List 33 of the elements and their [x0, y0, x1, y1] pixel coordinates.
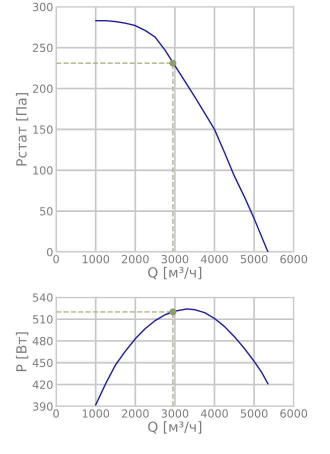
x-tick-label: 3000: [162, 409, 188, 418]
x-tick-label: 2000: [122, 254, 149, 264]
x-tick-label: 2000: [122, 409, 149, 418]
y-tick-label: 450: [32, 358, 53, 368]
x-axis-title: Q [м³/ч]: [148, 421, 202, 434]
x-tick-label: 6000: [280, 409, 308, 418]
y-tick-label: 100: [33, 166, 53, 175]
y-tick-label: 150: [33, 125, 53, 134]
y-axis-title: Рстат [Па]: [16, 93, 28, 166]
x-tick-label: 0: [53, 254, 59, 264]
x-axis-title: Q [м³/ч]: [148, 266, 202, 280]
y-tick-label: 420: [32, 380, 53, 389]
x-tick-label: 0: [53, 409, 59, 418]
y-tick-label: 0: [46, 248, 53, 256]
x-tick-label: 5000: [240, 409, 268, 418]
x-tick-label: 4000: [200, 409, 228, 418]
x-tick-label: 5000: [240, 254, 268, 264]
y-tick-label: 390: [32, 402, 53, 411]
x-tick-label: 6000: [280, 254, 308, 264]
y-tick-label: 250: [32, 44, 53, 52]
x-tick-label: 1000: [82, 254, 110, 264]
y-tick-label: 510: [32, 315, 53, 324]
y-tick-label: 300: [32, 2, 53, 12]
y-tick-label: 540: [32, 293, 53, 302]
x-tick-label: 4000: [200, 254, 228, 264]
y-axis-title: P [Вт]: [16, 332, 28, 372]
y-tick-label: 200: [32, 84, 53, 93]
x-tick-label: 1000: [82, 409, 110, 418]
y-tick-label: 50: [40, 207, 53, 216]
line-series: [95, 308, 269, 406]
line-series: [95, 20, 269, 252]
y-tick-label: 480: [32, 336, 53, 346]
x-tick-label: 3000: [162, 254, 188, 264]
